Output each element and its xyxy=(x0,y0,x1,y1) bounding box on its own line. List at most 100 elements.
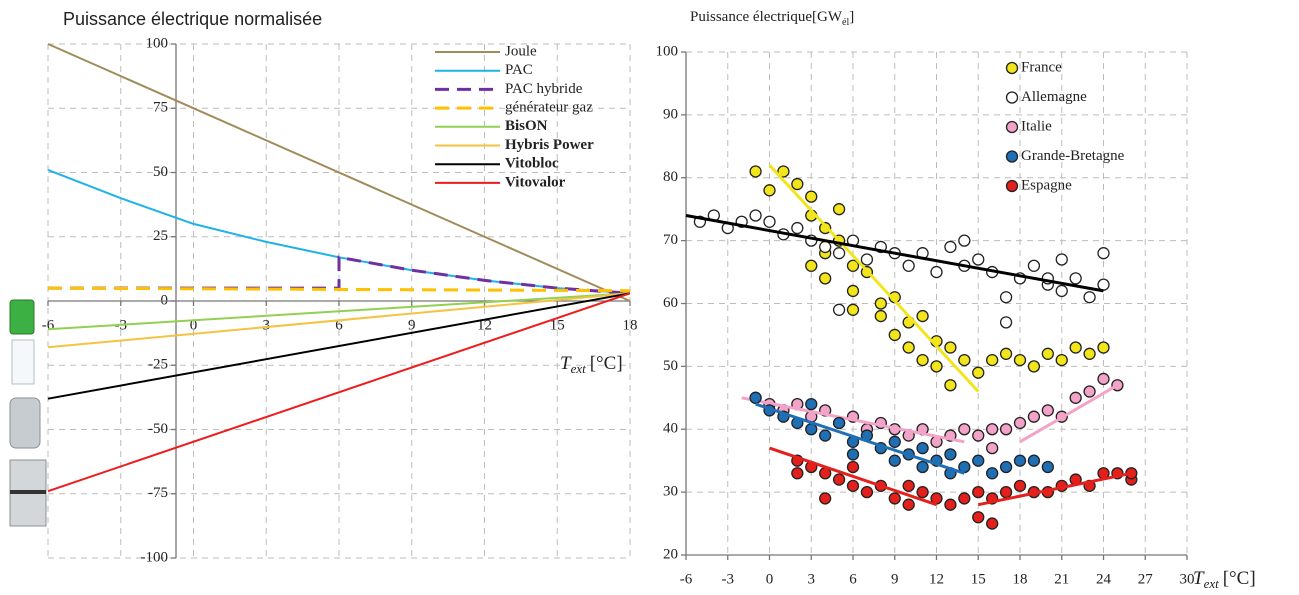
y-tick-label: 90 xyxy=(663,106,678,122)
legend-label: Grande-Bretagne xyxy=(1021,148,1125,164)
data-point xyxy=(1055,284,1068,298)
y-tick-label: -50 xyxy=(148,421,168,437)
data-point xyxy=(832,247,846,260)
x-tick-label: 15 xyxy=(971,571,986,587)
data-point xyxy=(1013,416,1027,430)
data-point xyxy=(846,460,860,474)
data-point xyxy=(1083,385,1096,398)
data-point xyxy=(1097,278,1110,291)
x-tick-label: 0 xyxy=(766,571,774,587)
x-label-unit: [°C] xyxy=(1223,568,1256,589)
data-point xyxy=(999,291,1013,304)
data-point xyxy=(805,190,818,203)
y-tick-label: 100 xyxy=(146,35,169,51)
series-line xyxy=(47,43,631,302)
y-tick-label: 60 xyxy=(663,295,678,311)
x-tick-label: 0 xyxy=(190,317,198,333)
x-axis-label: Text [°C] xyxy=(560,353,623,376)
data-point xyxy=(1013,353,1027,367)
data-point xyxy=(916,441,929,455)
data-point xyxy=(791,177,804,191)
data-point xyxy=(1041,460,1054,474)
y-tick-label: 20 xyxy=(663,546,678,562)
trend-line xyxy=(1019,383,1119,444)
data-point xyxy=(999,460,1013,474)
data-point xyxy=(1069,272,1082,285)
data-point xyxy=(749,391,762,404)
data-point xyxy=(972,253,985,266)
data-point xyxy=(986,517,999,530)
data-point xyxy=(763,184,776,197)
data-point xyxy=(944,498,957,511)
data-point xyxy=(986,467,999,480)
x-tick-label: 18 xyxy=(623,317,638,333)
data-point xyxy=(1013,454,1027,467)
data-point xyxy=(805,259,818,272)
x-tick-label: 30 xyxy=(1180,571,1195,587)
trend-line xyxy=(755,402,965,475)
legend-label: France xyxy=(1021,59,1062,75)
legend-label: générateur gaz xyxy=(505,100,593,116)
chart-title: Puissance électrique normalisée xyxy=(63,9,322,29)
data-point xyxy=(1083,291,1096,304)
x-tick-label: 3 xyxy=(263,317,271,333)
data-point xyxy=(972,485,985,499)
data-point xyxy=(944,341,957,354)
y-tick-label: 75 xyxy=(153,100,168,116)
data-point xyxy=(791,221,804,235)
data-point xyxy=(846,448,860,461)
data-point xyxy=(819,492,832,505)
legend-label: Vitobloc xyxy=(505,156,559,172)
data-point xyxy=(791,467,804,480)
y-tick-label: 50 xyxy=(153,164,168,180)
legend-label: BisON xyxy=(505,118,548,134)
series-line xyxy=(47,292,631,400)
x-tick-label: 6 xyxy=(849,571,857,587)
legend-label: Espagne xyxy=(1021,177,1072,193)
legend-swatch xyxy=(1005,120,1019,134)
data-point xyxy=(1069,391,1082,404)
y-tick-label: -100 xyxy=(141,549,169,565)
data-point xyxy=(916,309,929,323)
data-point xyxy=(958,423,971,436)
trend-line xyxy=(685,214,1104,293)
data-point xyxy=(902,341,915,354)
data-point xyxy=(749,165,762,178)
x-label-unit: [°C] xyxy=(590,353,623,374)
data-point xyxy=(846,259,860,272)
trend-line xyxy=(768,164,980,393)
data-point xyxy=(1097,372,1110,386)
x-tick-label: -3 xyxy=(722,571,735,587)
data-point xyxy=(999,423,1013,436)
legend-swatch xyxy=(1005,91,1019,104)
data-point xyxy=(902,259,915,272)
legend-label: Italie xyxy=(1021,118,1052,134)
series-line xyxy=(47,292,631,493)
data-point xyxy=(944,379,957,392)
x-tick-label: 6 xyxy=(335,317,343,333)
data-point xyxy=(972,454,985,467)
x-label-name: T xyxy=(560,353,572,374)
x-tick-label: 9 xyxy=(408,317,416,333)
data-point xyxy=(1013,479,1027,492)
data-point xyxy=(819,221,832,235)
device-icon xyxy=(9,299,35,335)
y-tick-label: 50 xyxy=(663,358,678,374)
data-point xyxy=(1097,247,1110,260)
data-point xyxy=(888,454,901,467)
trend-line xyxy=(741,396,965,444)
data-point xyxy=(972,429,985,442)
device-icons xyxy=(9,299,47,527)
y-tick-label: 80 xyxy=(663,169,678,185)
data-point xyxy=(1027,259,1041,272)
x-tick-label: 21 xyxy=(1054,571,1069,587)
x-axis-label: Text [°C] xyxy=(1193,568,1256,591)
data-point xyxy=(944,240,957,254)
device-icon xyxy=(11,339,35,385)
title-end: ] xyxy=(849,9,854,25)
data-point xyxy=(888,328,901,342)
data-point xyxy=(1069,341,1082,354)
trend-line xyxy=(977,471,1132,507)
title-sub: él xyxy=(842,17,849,28)
